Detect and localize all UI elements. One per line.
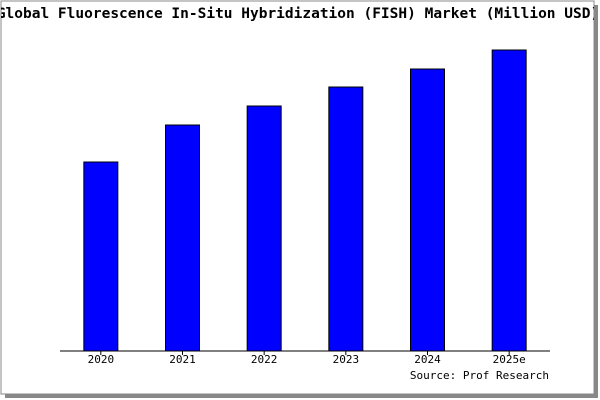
bar	[246, 105, 282, 352]
x-tick-label: 2022	[251, 353, 278, 366]
bar	[83, 161, 119, 352]
x-tick-label: 2024	[414, 353, 441, 366]
x-tick-label: 2021	[169, 353, 196, 366]
x-tick-label: 2025e	[493, 353, 526, 366]
bar	[491, 49, 527, 352]
bar	[328, 86, 364, 352]
bar	[410, 68, 445, 352]
bar	[165, 124, 200, 352]
chart-title: Global Fluorescence In-Situ Hybridizatio…	[0, 6, 599, 22]
x-tick-label: 2020	[88, 353, 115, 366]
x-tick-label: 2023	[333, 353, 360, 366]
source-note: Source: Prof Research	[410, 369, 549, 382]
chart-body: Global Fluorescence In-Situ Hybridizatio…	[0, 6, 599, 382]
